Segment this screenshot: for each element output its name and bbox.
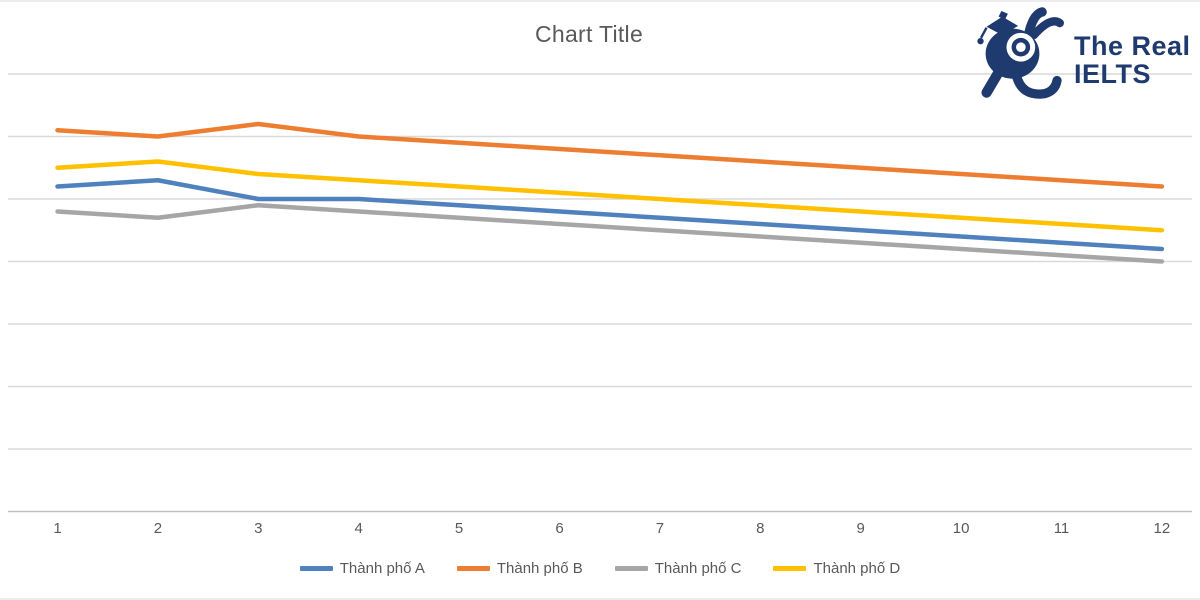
- x-axis-label: 2: [154, 520, 162, 537]
- x-axis-label: 6: [555, 520, 563, 537]
- series-line: [55, 203, 1165, 264]
- legend-line-swatch: [614, 566, 648, 571]
- logo-text: The Real IELTS: [1074, 31, 1191, 89]
- legend-line-swatch: [299, 566, 333, 571]
- series-line: [55, 121, 1165, 189]
- legend-label: Thành phố B: [496, 560, 583, 577]
- x-axis-label: 3: [254, 520, 262, 537]
- legend-label: Thành phố D: [813, 560, 901, 577]
- x-axis-label: 1: [53, 520, 61, 537]
- legend-line-swatch: [773, 566, 807, 571]
- legend-line-swatch: [456, 566, 490, 571]
- x-axis-label: 8: [756, 520, 764, 537]
- legend-item: Thành phố C: [614, 560, 742, 577]
- legend-item: Thành phố B: [456, 560, 583, 577]
- logo: The Real IELTS: [968, 6, 1191, 106]
- logo-line2: IELTS: [1074, 58, 1152, 89]
- x-axis-label: 9: [857, 520, 865, 537]
- x-axis-label: 12: [1154, 520, 1171, 537]
- rabbit-graduation-cap-icon: [977, 7, 1064, 99]
- x-axis-label: 11: [1054, 520, 1070, 537]
- x-axis-label: 4: [355, 520, 363, 537]
- chart-legend: Thành phố A Thành phố B Thành phố C Thành p…: [0, 560, 1200, 577]
- x-axis-label: 10: [953, 520, 970, 537]
- legend-label: Thành phố A: [339, 560, 425, 577]
- legend-label: Thành phố C: [654, 560, 742, 577]
- series-line: [55, 159, 1165, 233]
- x-axis-label: 7: [656, 520, 664, 537]
- legend-item: Thành phố D: [773, 560, 900, 577]
- chart-title: Chart Title: [534, 21, 644, 47]
- x-axis-label: 5: [455, 520, 463, 537]
- series-line: [55, 178, 1165, 252]
- logo-line1: The Real: [1074, 31, 1191, 61]
- legend-item: Thành phố A: [299, 560, 425, 577]
